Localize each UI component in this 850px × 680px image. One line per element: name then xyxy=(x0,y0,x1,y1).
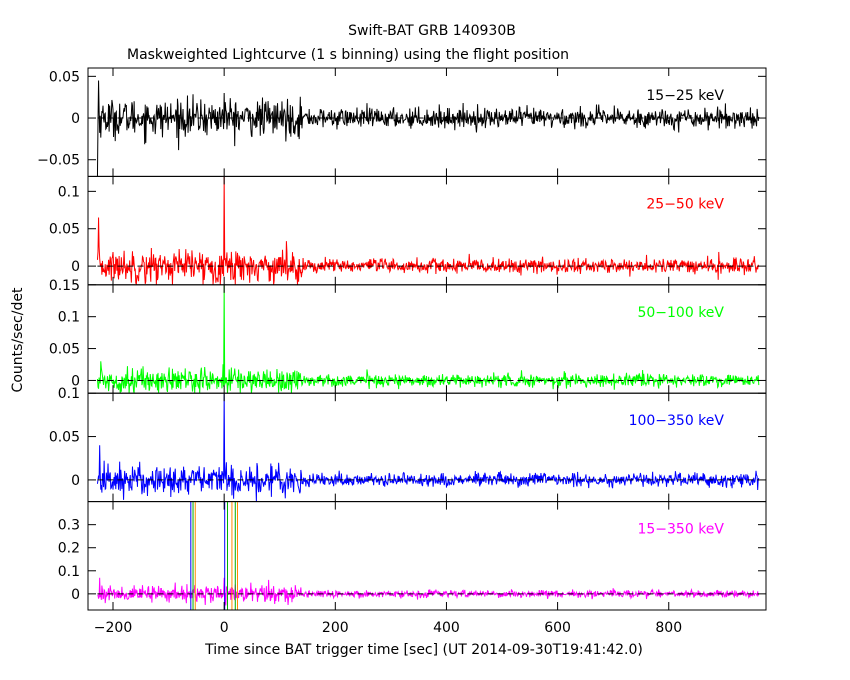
series-line-2 xyxy=(96,284,760,394)
band-label-3: 100−350 keV xyxy=(629,413,725,429)
band-label-2: 50−100 keV xyxy=(637,305,724,321)
y-tick-label-2-0: 0 xyxy=(71,373,80,389)
panel-0: −0.05 0 0.05 15−25 keV xyxy=(37,67,767,177)
y-tick-label-2-2: 0.1 xyxy=(58,310,80,326)
x-tick-label-4: 600 xyxy=(544,620,571,636)
x-tick-label-0: −200 xyxy=(94,620,132,636)
y-tick-label-2-1: 0.05 xyxy=(49,342,80,358)
y-tick-label-2-3: 0.15 xyxy=(49,278,80,294)
series-line-1 xyxy=(96,176,759,285)
chart-title: Swift-BAT GRB 140930B xyxy=(348,23,516,39)
panels-group: −0.05 0 0.05 15−25 keV 0 0.05 0.1 25−50 keV 0 0.0… xyxy=(37,67,767,611)
y-tick-label-4-2: 0.2 xyxy=(58,541,80,557)
y-tick-label-4-1: 0.1 xyxy=(58,564,80,580)
x-tick-label-3: 400 xyxy=(433,620,460,636)
band-label-1: 25−50 keV xyxy=(646,196,724,212)
y-tick-label-0-1: 0 xyxy=(71,111,80,127)
y-tick-label-4-3: 0.3 xyxy=(58,518,80,534)
y-axis-label: Counts/sec/det xyxy=(10,287,26,392)
series-line-4 xyxy=(97,577,760,606)
y-tick-label-1-0: 0 xyxy=(71,259,80,275)
x-axis-label: Time since BAT trigger time [sec] (UT 20… xyxy=(204,642,643,658)
y-tick-label-3-0: 0 xyxy=(71,473,80,489)
panel-1: 0 0.05 0.1 25−50 keV xyxy=(49,175,767,286)
chart-subtitle: Maskweighted Lightcurve (1 s binning) us… xyxy=(127,47,569,63)
y-tick-label-0-2: 0.05 xyxy=(49,69,80,85)
series-line-3 xyxy=(96,393,760,502)
y-tick-label-0-0: −0.05 xyxy=(37,153,80,169)
y-tick-label-1-1: 0.05 xyxy=(49,222,80,238)
panel-3: 0 0.05 0.1 100−350 keV xyxy=(49,386,767,503)
x-tick-label-5: 800 xyxy=(655,620,682,636)
y-tick-label-3-1: 0.05 xyxy=(49,430,80,446)
x-axis: −200 0 200 400 600 800 xyxy=(94,620,682,636)
band-label-4: 15−350 keV xyxy=(637,522,724,538)
x-tick-label-2: 200 xyxy=(322,620,349,636)
y-tick-label-4-0: 0 xyxy=(71,587,80,603)
y-tick-label-3-2: 0.1 xyxy=(58,386,80,402)
y-tick-label-1-2: 0.1 xyxy=(58,184,80,200)
x-tick-label-1: 0 xyxy=(220,620,229,636)
band-label-0: 15−25 keV xyxy=(646,88,724,104)
panel-4: 0 0.1 0.2 0.3 15−350 keV xyxy=(58,501,767,611)
panel-2: 0 0.05 0.1 0.15 50−100 keV xyxy=(49,278,767,394)
panel-frame-4 xyxy=(87,501,767,611)
panel-frame-3 xyxy=(87,392,767,503)
series-line-0 xyxy=(96,80,760,177)
